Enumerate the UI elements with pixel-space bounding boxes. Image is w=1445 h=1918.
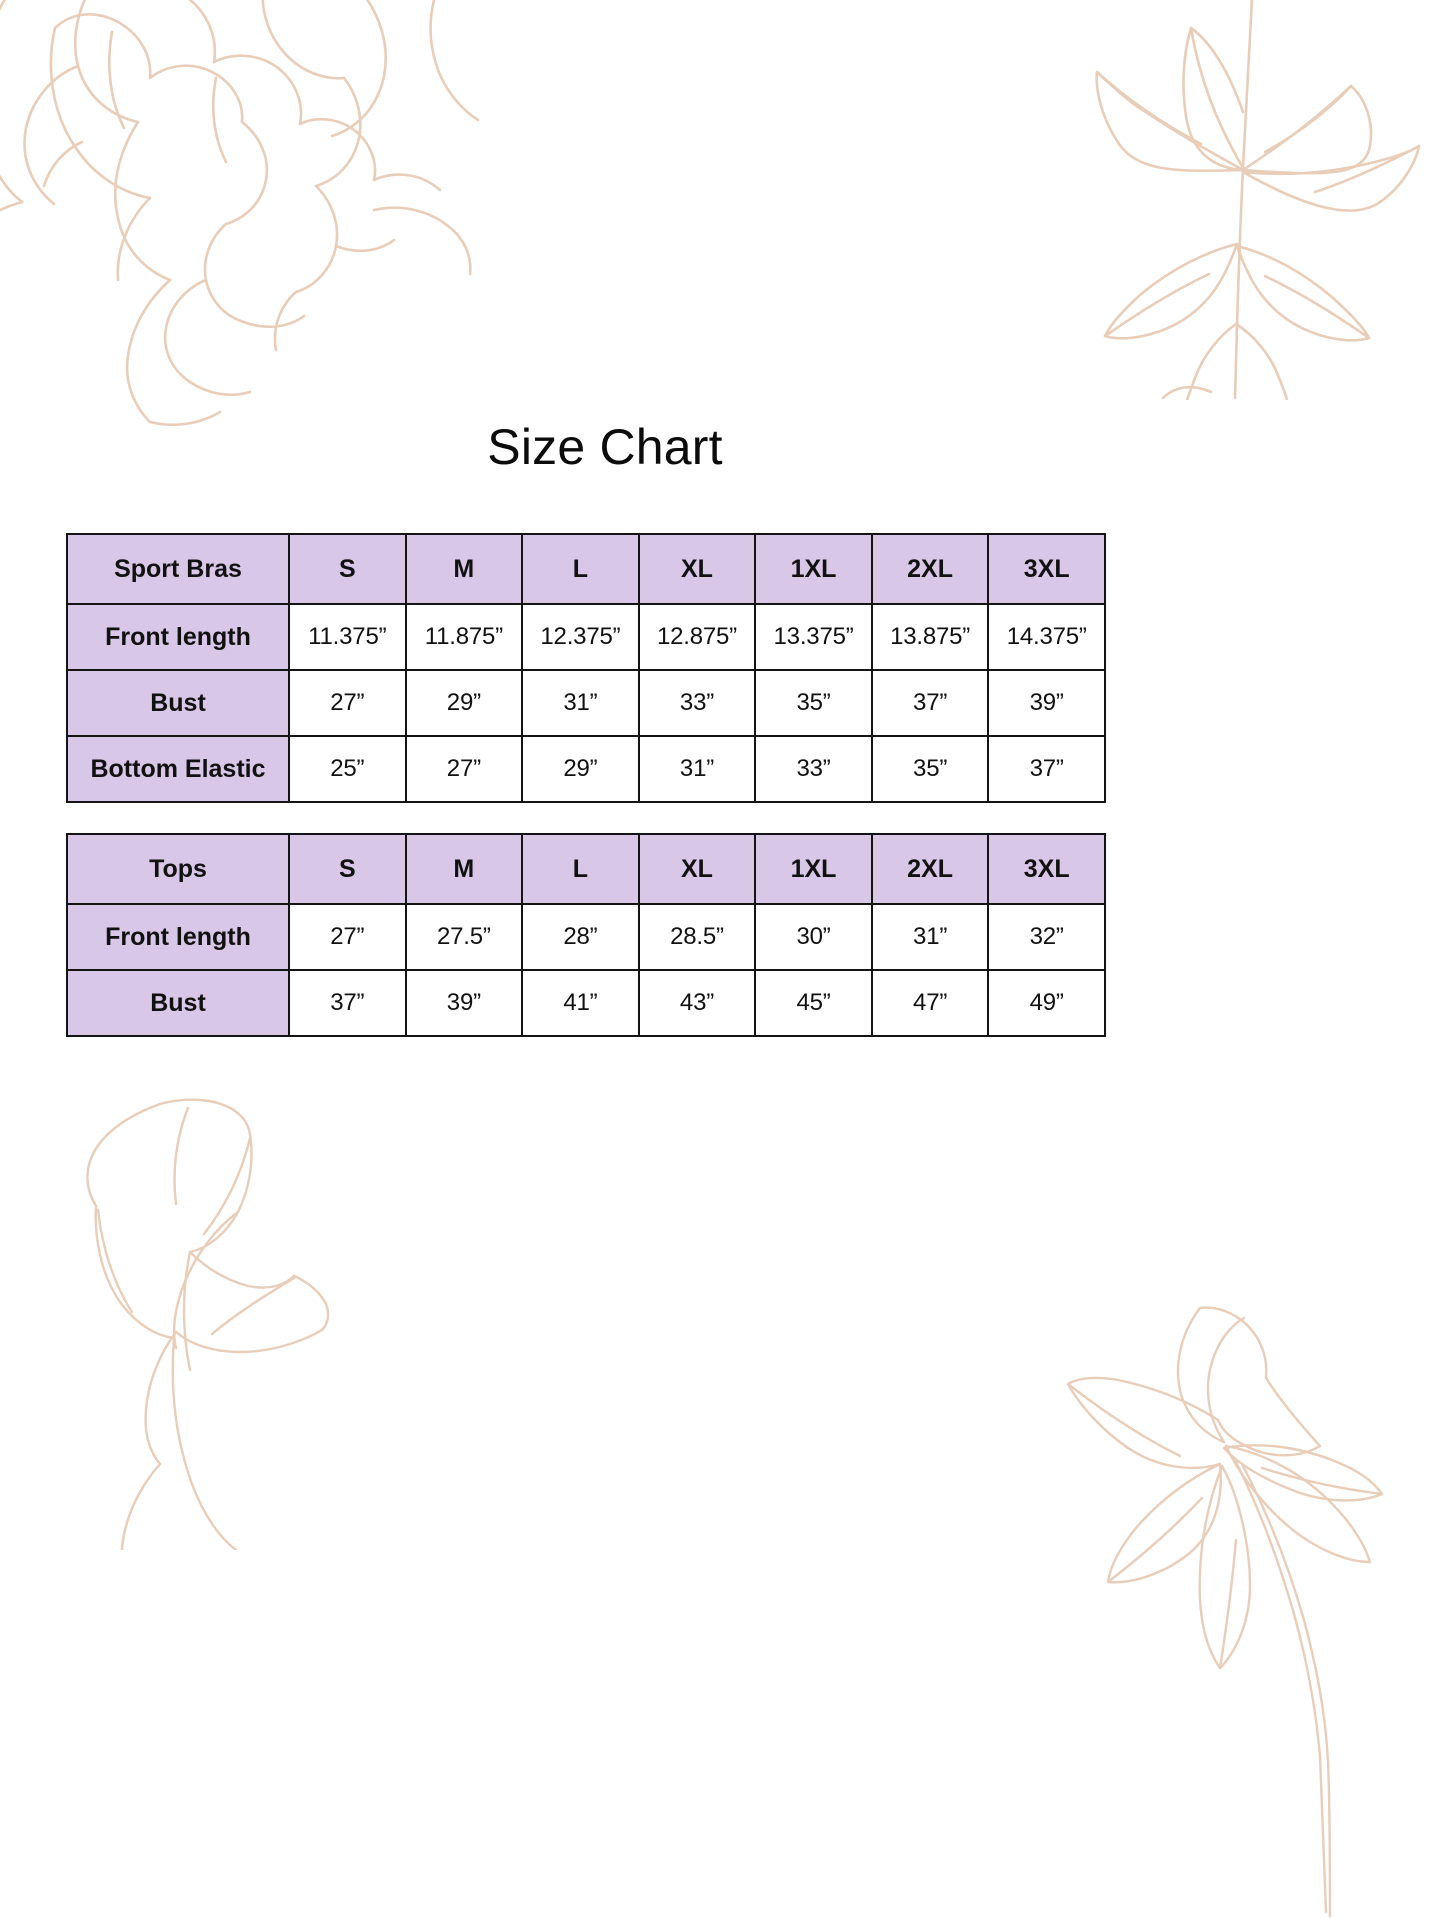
cell-front-length-m: 11.875” (404, 603, 524, 671)
column-header-xl: XL (637, 533, 757, 605)
column-header-2xl: 2XL (870, 833, 990, 905)
cell-bottom-elastic-l: 29” (521, 735, 640, 803)
column-header-l: L (521, 533, 640, 605)
table-header-row: Sport Bras S M L XL 1XL 2XL 3XL (66, 533, 1106, 605)
column-header-s: S (288, 533, 407, 605)
tops-size-table: Tops S M L XL 1XL 2XL 3XL Front length 2… (66, 833, 1106, 1037)
table-row: Bust 37” 39” 41” 43” 45” 47” 49” (66, 969, 1106, 1037)
cell-bust-1xl: 35” (754, 669, 873, 737)
cell-bottom-elastic-xl: 31” (637, 735, 757, 803)
rose-line-art-icon (0, 0, 480, 427)
cell-front-length-3xl: 14.375” (987, 603, 1106, 671)
table-row: Front length 27” 27.5” 28” 28.5” 30” 31”… (66, 903, 1106, 971)
row-label-front-length: Front length (66, 603, 290, 671)
table-corner-label: Sport Bras (66, 533, 290, 605)
cell-bust-3xl: 49” (987, 969, 1106, 1037)
tulip-line-art-icon (86, 1098, 330, 1550)
cell-bust-m: 29” (404, 669, 524, 737)
cell-front-length-xl: 28.5” (637, 903, 757, 971)
cell-front-length-xl: 12.875” (637, 603, 757, 671)
cell-bust-xl: 43” (637, 969, 757, 1037)
cell-bottom-elastic-m: 27” (404, 735, 524, 803)
cell-bust-s: 27” (288, 669, 407, 737)
cell-front-length-1xl: 13.375” (754, 603, 873, 671)
cell-bottom-elastic-2xl: 35” (870, 735, 990, 803)
row-label-front-length: Front length (66, 903, 290, 971)
table-row: Bust 27” 29” 31” 33” 35” 37” 39” (66, 669, 1106, 737)
cell-front-length-s: 11.375” (288, 603, 407, 671)
cell-front-length-2xl: 31” (870, 903, 990, 971)
column-header-s: S (288, 833, 407, 905)
flower-line-art-icon (1066, 1306, 1384, 1918)
sport-bras-size-table: Sport Bras S M L XL 1XL 2XL 3XL Front le… (66, 533, 1106, 803)
cell-bust-1xl: 45” (754, 969, 873, 1037)
cell-bust-m: 39” (404, 969, 524, 1037)
column-header-m: M (404, 833, 524, 905)
cell-bottom-elastic-1xl: 33” (754, 735, 873, 803)
cell-bust-3xl: 39” (987, 669, 1106, 737)
column-header-l: L (521, 833, 640, 905)
cell-bust-s: 37” (288, 969, 407, 1037)
cell-bust-xl: 33” (637, 669, 757, 737)
cell-bust-2xl: 37” (870, 669, 990, 737)
cell-bottom-elastic-s: 25” (288, 735, 407, 803)
cell-front-length-1xl: 30” (754, 903, 873, 971)
row-label-bust: Bust (66, 969, 290, 1037)
cell-front-length-s: 27” (288, 903, 407, 971)
table-row: Bottom Elastic 25” 27” 29” 31” 33” 35” 3… (66, 735, 1106, 803)
cell-front-length-2xl: 13.875” (870, 603, 990, 671)
table-row: Front length 11.375” 11.875” 12.375” 12.… (66, 603, 1106, 671)
cell-front-length-l: 28” (521, 903, 640, 971)
cell-front-length-3xl: 32” (987, 903, 1106, 971)
cell-bust-l: 31” (521, 669, 640, 737)
row-label-bust: Bust (66, 669, 290, 737)
column-header-3xl: 3XL (987, 533, 1106, 605)
column-header-xl: XL (637, 833, 757, 905)
column-header-1xl: 1XL (754, 533, 873, 605)
cell-front-length-l: 12.375” (521, 603, 640, 671)
cell-front-length-m: 27.5” (404, 903, 524, 971)
column-header-2xl: 2XL (870, 533, 990, 605)
cell-bottom-elastic-3xl: 37” (987, 735, 1106, 803)
table-header-row: Tops S M L XL 1XL 2XL 3XL (66, 833, 1106, 905)
cell-bust-2xl: 47” (870, 969, 990, 1037)
column-header-3xl: 3XL (987, 833, 1106, 905)
table-corner-label: Tops (66, 833, 290, 905)
row-label-bottom-elastic: Bottom Elastic (66, 735, 290, 803)
column-header-m: M (404, 533, 524, 605)
page-title: Size Chart (487, 419, 723, 475)
leaf-sprig-line-art-icon (1095, 0, 1421, 400)
column-header-1xl: 1XL (754, 833, 873, 905)
cell-bust-l: 41” (521, 969, 640, 1037)
